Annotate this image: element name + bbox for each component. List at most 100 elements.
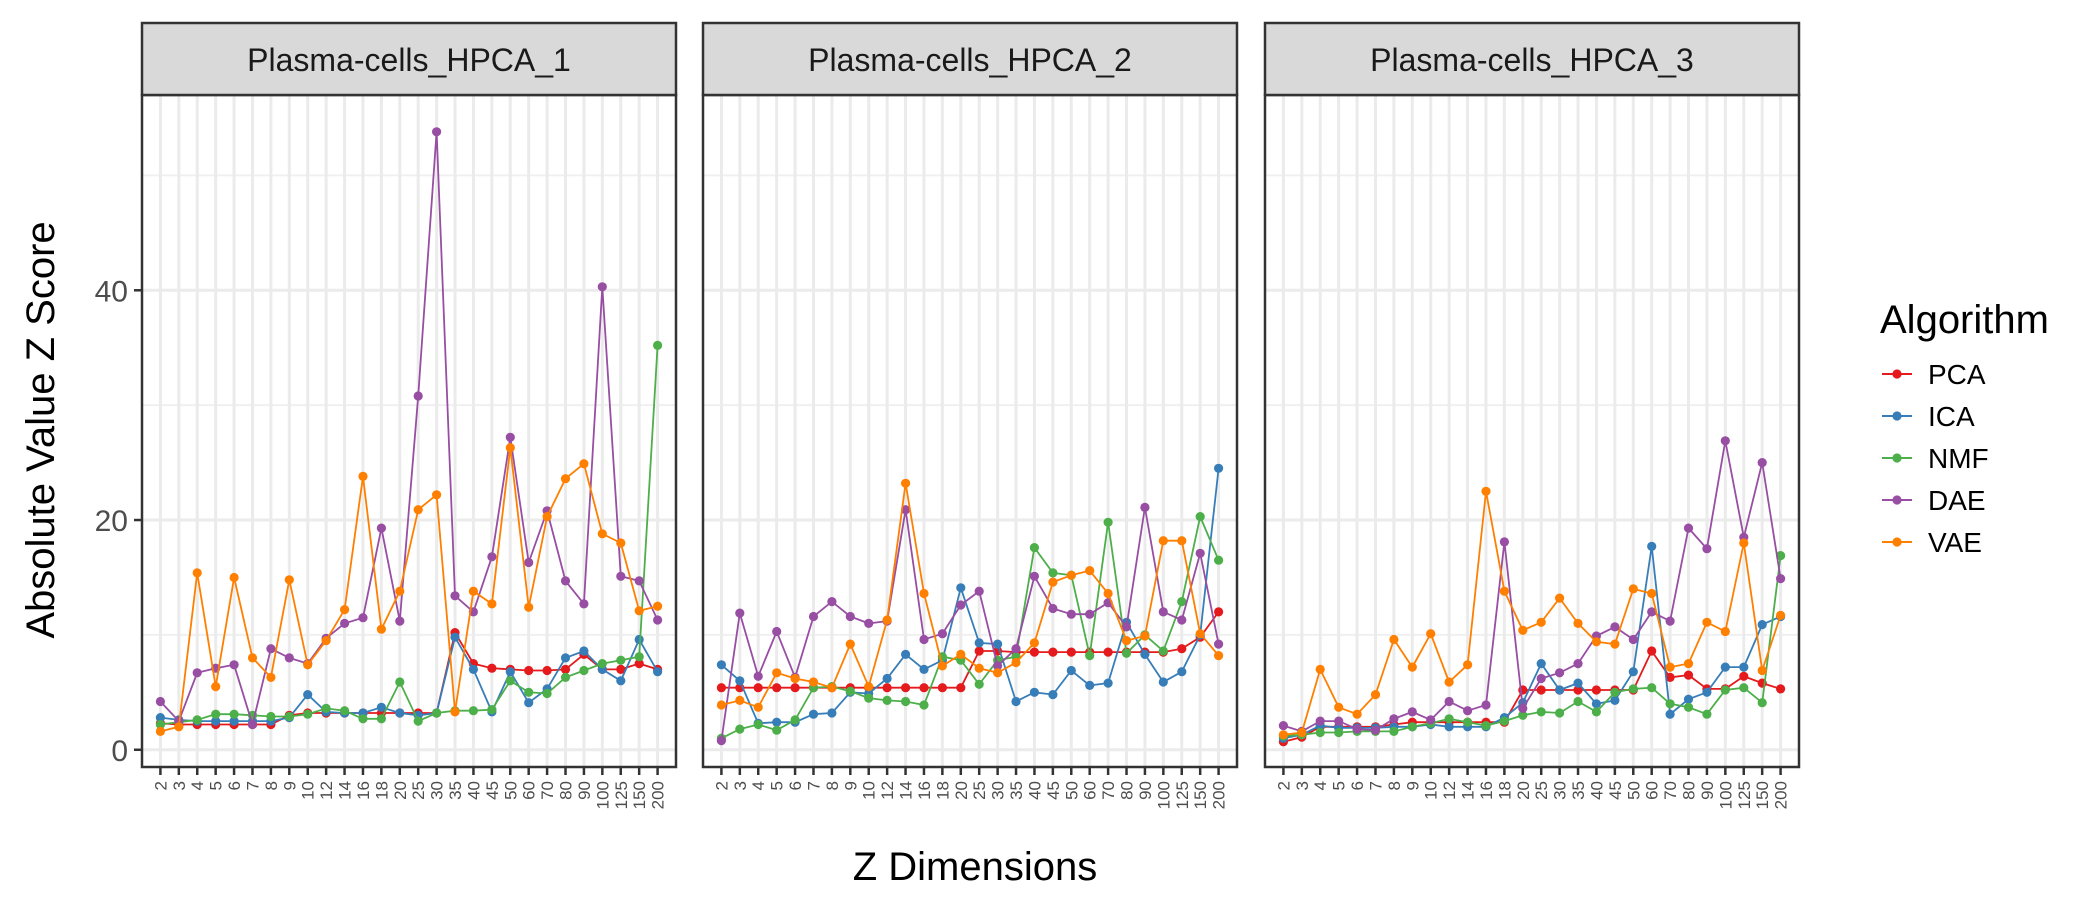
- data-point-vae: [1195, 629, 1205, 639]
- data-point-nmf: [753, 719, 763, 730]
- data-point-ica: [1720, 662, 1730, 672]
- data-point-vae: [1610, 639, 1620, 649]
- data-point-ica: [956, 583, 966, 593]
- data-point-ica: [1573, 678, 1583, 688]
- data-point-pca: [716, 683, 727, 693]
- data-point-vae: [845, 639, 855, 649]
- x-tick-label: 10: [1422, 781, 1441, 800]
- data-point-ica: [1591, 699, 1601, 709]
- data-point-vae: [155, 726, 165, 737]
- x-tick-label: 8: [1385, 781, 1404, 790]
- x-tick-label: 3: [731, 781, 750, 790]
- data-point-pca: [616, 664, 626, 675]
- data-point-dae: [1444, 696, 1454, 707]
- series-line-ica: [160, 634, 659, 722]
- data-point-pca: [1103, 647, 1113, 657]
- x-tick-label: 7: [805, 781, 824, 790]
- data-point-dae: [1555, 668, 1565, 678]
- data-point-ica: [1158, 677, 1168, 687]
- data-point-vae: [1757, 665, 1767, 676]
- data-point-nmf: [1029, 543, 1039, 553]
- x-tick-label: 6: [225, 781, 244, 790]
- y-tick-label: 20: [95, 505, 128, 538]
- data-point-dae: [1610, 622, 1620, 632]
- x-tick-label: 9: [841, 781, 860, 790]
- x-tick-label: 125: [612, 781, 631, 809]
- data-point-dae: [1177, 615, 1187, 625]
- strip-background: [701, 21, 1239, 97]
- x-tick-label: 6: [786, 781, 805, 790]
- x-tick-label: 200: [649, 781, 668, 809]
- data-point-nmf: [284, 711, 294, 722]
- data-point-pca: [974, 646, 984, 656]
- x-tick-label: 9: [280, 781, 299, 790]
- x-tick-label: 60: [1643, 781, 1662, 800]
- data-point-pca: [1665, 672, 1675, 683]
- data-point-ica: [974, 638, 984, 648]
- data-point-vae: [266, 672, 276, 683]
- data-point-pca: [1739, 671, 1749, 681]
- data-point-nmf: [1121, 648, 1132, 658]
- data-point-dae: [808, 611, 819, 622]
- data-point-ica: [505, 667, 515, 677]
- data-point-nmf: [1647, 683, 1657, 693]
- x-tick-label: 3: [170, 781, 189, 790]
- data-point-dae: [616, 571, 626, 581]
- legend-item-ica: ICA: [1882, 401, 1975, 432]
- legend-key-point: [1892, 369, 1902, 379]
- x-tick-label: 40: [464, 781, 483, 800]
- data-point-ica: [155, 713, 165, 723]
- data-point-pca: [1029, 647, 1039, 657]
- data-point-nmf: [1591, 707, 1601, 717]
- data-point-dae: [1085, 609, 1095, 619]
- data-point-nmf: [1315, 727, 1325, 738]
- x-tick-label: 45: [1606, 781, 1625, 800]
- data-point-ica: [1739, 662, 1749, 672]
- data-point-nmf: [616, 655, 626, 665]
- data-point-ica: [882, 673, 892, 684]
- data-point-nmf: [1757, 698, 1767, 708]
- data-point-dae: [901, 505, 911, 515]
- data-point-ica: [450, 632, 460, 642]
- data-point-pca: [937, 683, 948, 693]
- data-point-ica: [901, 649, 911, 660]
- x-tick-label: 45: [483, 781, 502, 800]
- data-point-dae: [753, 671, 763, 681]
- x-tick-label: 150: [1191, 781, 1210, 809]
- data-point-nmf: [1702, 709, 1712, 719]
- data-point-vae: [1665, 662, 1675, 672]
- data-point-nmf: [1048, 568, 1058, 578]
- data-point-ica: [1555, 685, 1565, 695]
- data-point-dae: [1011, 644, 1021, 654]
- strip-label: Plasma-cells_HPCA_2: [808, 42, 1132, 78]
- data-point-dae: [1426, 715, 1436, 725]
- data-point-nmf: [192, 715, 202, 725]
- data-point-nmf: [1776, 551, 1786, 561]
- data-point-dae: [1121, 622, 1132, 632]
- legend-key-point: [1892, 453, 1902, 463]
- data-point-pca: [1591, 685, 1601, 695]
- legend-label: NMF: [1928, 443, 1989, 474]
- x-tick-label: 8: [823, 781, 842, 790]
- data-point-dae: [155, 696, 165, 707]
- y-tick-label: 0: [111, 735, 128, 768]
- data-point-pca: [1177, 644, 1187, 654]
- x-tick-label: 50: [1624, 781, 1643, 800]
- data-point-nmf: [432, 708, 442, 718]
- data-point-dae: [358, 613, 368, 623]
- legend-label: VAE: [1928, 527, 1982, 558]
- data-point-dae: [634, 576, 644, 586]
- series-line-pca: [160, 630, 658, 726]
- data-point-vae: [634, 606, 644, 616]
- data-point-vae: [358, 471, 368, 481]
- data-point-dae: [1315, 716, 1325, 726]
- series-line-vae: [160, 447, 658, 733]
- x-tick-label: 150: [1753, 781, 1772, 809]
- data-point-vae: [505, 443, 515, 453]
- data-point-vae: [542, 511, 552, 522]
- data-point-vae: [1444, 677, 1454, 687]
- data-point-vae: [827, 683, 837, 693]
- data-point-nmf: [1518, 710, 1528, 720]
- data-point-nmf: [321, 703, 331, 714]
